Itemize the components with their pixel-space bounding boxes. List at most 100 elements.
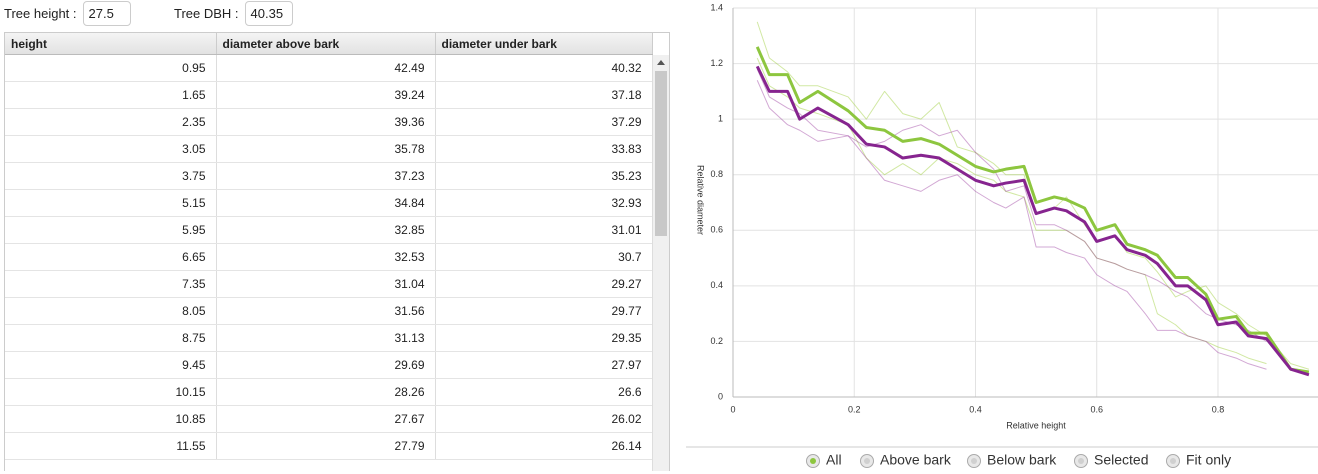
cell: 35.78 (216, 135, 436, 163)
legend-label[interactable]: Below bark (987, 452, 1057, 468)
cell: 28.26 (216, 378, 436, 406)
scroll-up[interactable] (653, 55, 669, 69)
radio-dot (810, 458, 816, 464)
tree-line (756, 80, 1267, 370)
cell: 31.04 (216, 270, 436, 298)
cell: 27.79 (216, 432, 436, 460)
column-header: diameter above bark (216, 33, 436, 55)
label: Tree DBH : (174, 5, 239, 21)
cell: 26.6 (435, 378, 653, 406)
cell: 9.45 (5, 351, 217, 379)
x-tick-label: 0.6 (1090, 404, 1103, 414)
radio-dot (1170, 458, 1176, 464)
cell: 31.01 (435, 216, 653, 244)
cell: 3.75 (5, 162, 217, 190)
table: height diameter above bark diameter under … (5, 33, 653, 460)
tree-line (756, 57, 1267, 365)
y-tick-label: 0.6 (710, 225, 723, 235)
table-row: 8.05 31.56 29.77 (5, 297, 653, 325)
cell: 32.93 (435, 189, 653, 217)
cell: 29.27 (435, 270, 653, 298)
y-tick-label: 1.4 (710, 2, 723, 12)
radio-dot (971, 458, 977, 464)
tree-height-field: Tree height : 27.5 (4, 0, 131, 26)
table-row: 3.05 35.78 33.83 (5, 135, 653, 163)
table-row: 8.75 31.13 29.35 (5, 324, 653, 352)
x-tick-label: 0.4 (969, 404, 982, 414)
table-row: 11.55 27.79 26.14 (5, 432, 653, 460)
cell: 39.24 (216, 81, 436, 109)
cell: 27.67 (216, 405, 436, 433)
cell: 33.83 (435, 135, 653, 163)
cell: 7.35 (5, 270, 217, 298)
table-row: 5.15 34.84 32.93 (5, 189, 653, 217)
y-tick-label: 1 (718, 114, 723, 124)
y-tick-label: 0 (718, 391, 723, 401)
cell: 27.97 (435, 351, 653, 379)
legend-label[interactable]: Fit only (1186, 452, 1231, 468)
cell: 10.85 (5, 405, 217, 433)
legend-label[interactable]: All (826, 452, 842, 468)
column-header: height (5, 33, 217, 55)
scrollbar[interactable] (652, 55, 669, 471)
cell: 29.35 (435, 324, 653, 352)
cell: 37.23 (216, 162, 436, 190)
cell: 8.05 (5, 297, 217, 325)
table-row: 9.45 29.69 27.97 (5, 351, 653, 379)
table-row: 10.85 27.67 26.02 (5, 405, 653, 433)
cell: 31.13 (216, 324, 436, 352)
table-row: 0.95 42.49 40.32 (5, 54, 653, 82)
legend-label[interactable]: Selected (1094, 452, 1148, 468)
legend-label[interactable]: Above bark (880, 452, 952, 468)
table-row: 6.65 32.53 30.7 (5, 243, 653, 271)
cell: 29.77 (435, 297, 653, 325)
cell: 39.36 (216, 108, 436, 136)
cell: 3.05 (5, 135, 217, 163)
table-row: 7.35 31.04 29.27 (5, 270, 653, 298)
text-input[interactable]: 27.5 (82, 0, 131, 26)
cell: 37.29 (435, 108, 653, 136)
radio-dot (1078, 458, 1084, 464)
header-row: height diameter above bark diameter under … (5, 33, 653, 55)
cell: 0.95 (5, 54, 217, 82)
label: Tree height : (4, 5, 77, 21)
tree-dbh-field: Tree DBH : 40.35 (174, 0, 293, 26)
tree-line (756, 68, 1267, 342)
cell: 29.69 (216, 351, 436, 379)
cell: 8.75 (5, 324, 217, 352)
cell: 6.65 (5, 243, 217, 271)
data-table: height diameter above bark diameter under … (4, 32, 670, 471)
table-row: 3.75 37.23 35.23 (5, 162, 653, 190)
cell: 30.7 (435, 243, 653, 271)
cell: 10.15 (5, 378, 217, 406)
mean-line (755, 65, 1310, 377)
x-axis-label: Relative height (1006, 420, 1066, 430)
scroll-thumb[interactable] (655, 71, 667, 236)
table-row: 2.35 39.36 37.29 (5, 108, 653, 136)
cell: 42.49 (216, 54, 436, 82)
y-tick-label: 0.2 (710, 336, 723, 346)
y-tick-label: 0.8 (710, 169, 723, 179)
x-tick-label: 0.2 (848, 404, 861, 414)
cell: 40.32 (435, 54, 653, 82)
cell: 31.56 (216, 297, 436, 325)
y-tick-label: 0.4 (710, 280, 723, 290)
cell: 11.55 (5, 432, 217, 460)
cell: 5.95 (5, 216, 217, 244)
cell: 26.02 (435, 405, 653, 433)
cell: 35.23 (435, 162, 653, 190)
mean-line (755, 46, 1310, 374)
y-axis-label: Relative diameter (696, 165, 706, 235)
table-row: 1.65 39.24 37.18 (5, 81, 653, 109)
x-tick-label: 0 (730, 404, 735, 414)
cell: 32.85 (216, 216, 436, 244)
radio-dot (864, 458, 870, 464)
table-row: 10.15 28.26 26.6 (5, 378, 653, 406)
y-tick-label: 1.2 (710, 58, 723, 68)
text-input[interactable]: 40.35 (244, 0, 293, 26)
table-body: 0.95 42.49 40.32 1.65 39.24 37.18 2.35 39.36 37.… (5, 54, 653, 460)
cell: 26.14 (435, 432, 653, 460)
